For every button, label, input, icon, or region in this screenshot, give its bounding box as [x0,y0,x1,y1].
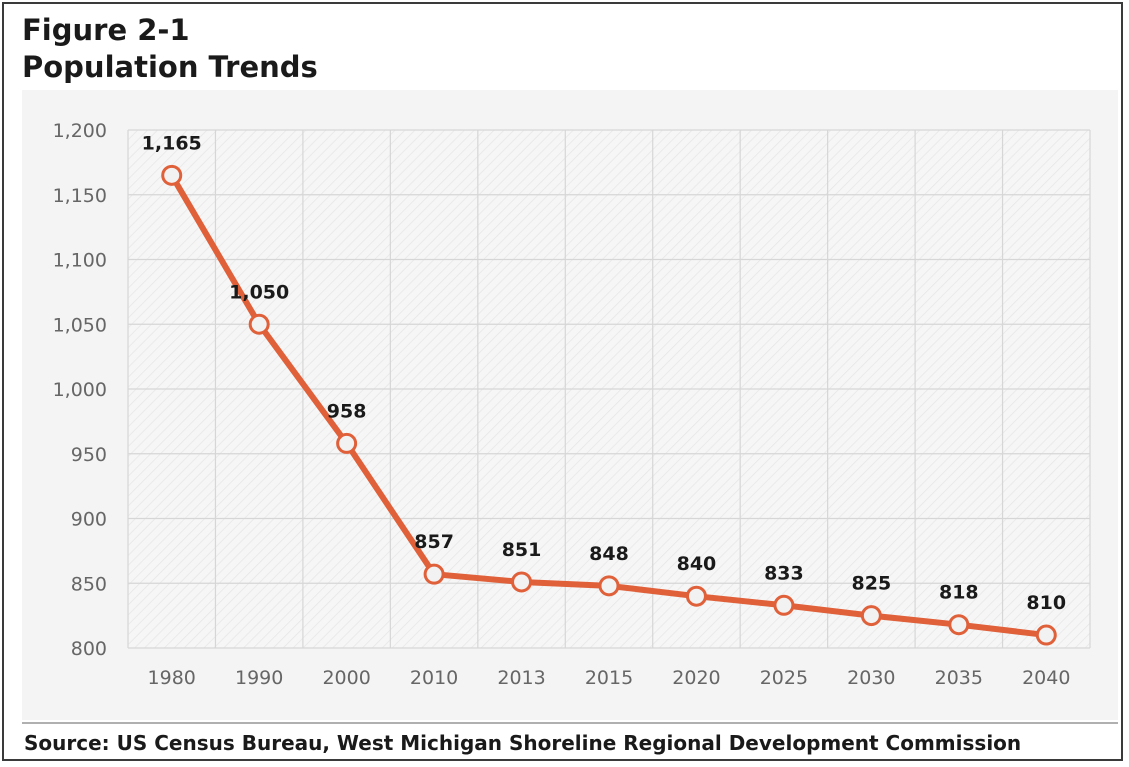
y-tick-label: 1,200 [53,120,107,142]
data-label: 818 [939,582,979,604]
x-tick-label: 2015 [585,667,633,689]
x-tick-label: 2030 [847,667,895,689]
y-tick-label: 850 [71,573,107,595]
x-tick-label: 1990 [235,667,283,689]
x-axis-ticks: 1980 1990 2000 2010 2013 2015 2020 2025 2030 2035… [148,667,1071,689]
data-label: 1,165 [142,132,202,154]
data-label: 840 [677,553,717,575]
data-labels: 1,165 1,050 958 857 851 848 840 833 825 818 810 [142,132,1066,614]
data-point [1035,624,1057,646]
data-label: 848 [589,543,629,565]
x-tick-label: 1980 [148,667,196,689]
data-point [773,594,795,616]
y-tick-label: 1,050 [53,314,107,336]
x-tick-label: 2025 [760,667,808,689]
data-markers [161,164,1057,646]
chart-title: Population Trends [22,50,318,84]
y-tick-label: 950 [71,444,107,466]
source-note: Source: US Census Bureau, West Michigan … [24,731,1022,755]
data-point [860,605,882,627]
data-point [248,313,270,335]
figure-label: Figure 2-1 [22,13,190,47]
data-point [948,614,970,636]
x-tick-label: 2035 [935,667,983,689]
data-point [511,571,533,593]
data-label: 958 [327,400,367,422]
y-tick-label: 1,100 [53,250,107,272]
y-tick-label: 1,000 [53,379,107,401]
y-tick-label: 1,150 [53,185,107,207]
data-point [336,432,358,454]
data-label: 825 [852,573,892,595]
data-label: 1,050 [229,281,289,303]
data-point [685,585,707,607]
source-divider [22,722,1118,724]
data-label: 833 [764,562,804,584]
data-label: 857 [414,531,454,553]
x-tick-label: 2040 [1022,667,1070,689]
data-label: 810 [1026,592,1066,614]
data-label: 851 [502,539,542,561]
data-point [423,563,445,585]
x-tick-label: 2010 [410,667,458,689]
y-tick-label: 800 [71,638,107,660]
y-tick-label: 900 [71,509,107,531]
x-tick-label: 2000 [322,667,370,689]
data-point [598,575,620,597]
figure-title-block: Figure 2-1 Population Trends [22,12,318,86]
gridlines [127,129,1091,649]
x-tick-label: 2013 [497,667,545,689]
x-tick-label: 2020 [672,667,720,689]
y-axis-ticks: 800 850 900 950 1,000 1,050 1,100 1,150 1,200 [53,120,107,660]
data-point [161,164,183,186]
